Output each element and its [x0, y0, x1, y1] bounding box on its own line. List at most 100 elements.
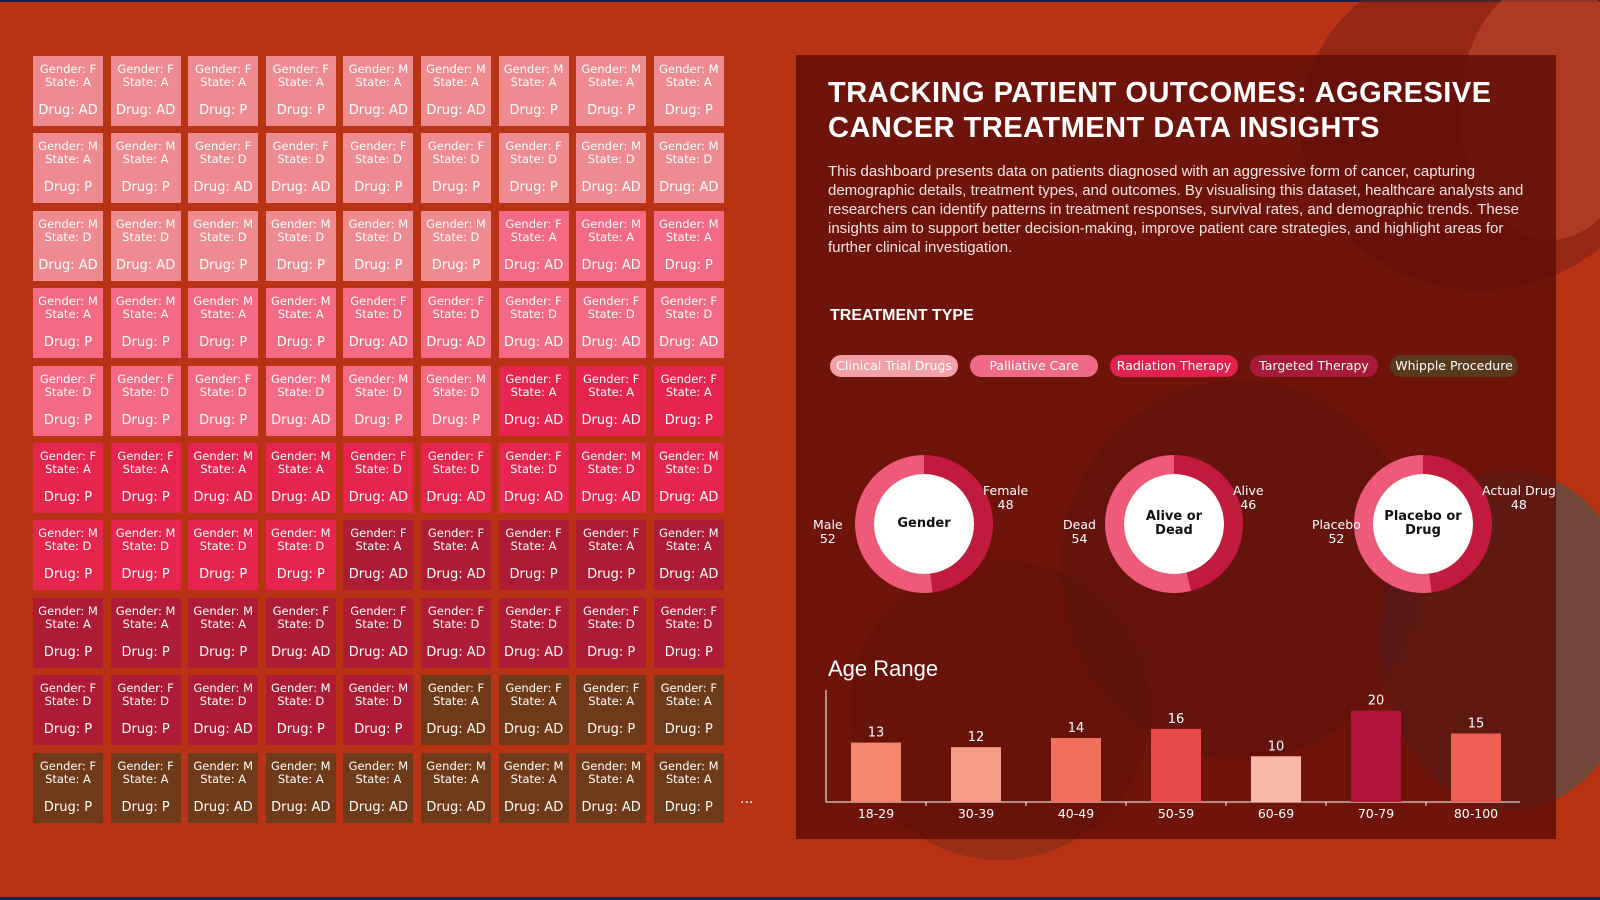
- patient-tile[interactable]: Gender: M State: D Drug: AD: [33, 210, 103, 281]
- patient-tile[interactable]: Gender: M State: D Drug: P: [265, 210, 336, 281]
- patient-tile[interactable]: Gender: M State: D Drug: AD: [188, 675, 259, 746]
- treatment-pill-radiation-therapy[interactable]: Radiation Therapy: [1110, 355, 1238, 377]
- patient-tile[interactable]: Gender: M State: A Drug: P: [576, 56, 647, 126]
- patient-tile[interactable]: Gender: F State: A Drug: P: [33, 752, 103, 823]
- donut-slice-right[interactable]: [924, 455, 994, 593]
- patient-tile[interactable]: Gender: M State: A Drug: P: [110, 133, 181, 204]
- patient-tile[interactable]: Gender: M State: A Drug: AD: [188, 443, 259, 513]
- treatment-pill-palliative-care[interactable]: Palliative Care: [970, 355, 1098, 377]
- patient-tile[interactable]: Gender: F State: D Drug: P: [110, 365, 181, 436]
- patient-tile[interactable]: Gender: M State: D Drug: P: [265, 520, 336, 591]
- patient-tile[interactable]: Gender: M State: D Drug: AD: [576, 133, 647, 204]
- patient-tile[interactable]: Gender: F State: A Drug: P: [188, 56, 259, 126]
- patient-tile[interactable]: Gender: F State: D Drug: AD: [343, 597, 414, 668]
- patient-tile[interactable]: Gender: F State: D Drug: P: [653, 597, 724, 668]
- patient-tile[interactable]: Gender: F State: D Drug: AD: [188, 133, 259, 204]
- patient-tile[interactable]: Gender: M State: A Drug: P: [33, 133, 103, 204]
- patient-tile[interactable]: Gender: F State: A Drug: P: [576, 520, 647, 591]
- more-indicator[interactable]: ...: [740, 791, 754, 807]
- patient-tile[interactable]: Gender: F State: A Drug: AD: [576, 365, 647, 436]
- donut-slice-left[interactable]: [855, 455, 933, 593]
- patient-tile[interactable]: Gender: M State: A Drug: AD: [576, 752, 647, 823]
- patient-tile[interactable]: Gender: F State: A Drug: P: [110, 443, 181, 513]
- patient-tile[interactable]: Gender: M State: D Drug: AD: [110, 210, 181, 281]
- patient-tile[interactable]: Gender: M State: D Drug: AD: [653, 133, 724, 204]
- patient-tile[interactable]: Gender: F State: D Drug: AD: [421, 288, 491, 359]
- patient-tile[interactable]: Gender: M State: D Drug: P: [421, 210, 491, 281]
- patient-tile[interactable]: Gender: F State: D Drug: AD: [498, 288, 569, 359]
- age-bar[interactable]: [951, 747, 1001, 802]
- patient-tile[interactable]: Gender: F State: D Drug: AD: [498, 597, 569, 668]
- patient-tile[interactable]: Gender: M State: D Drug: P: [343, 675, 414, 746]
- patient-tile[interactable]: Gender: M State: A Drug: P: [110, 288, 181, 359]
- patient-tile[interactable]: Gender: F State: D Drug: AD: [265, 133, 336, 204]
- patient-tile[interactable]: Gender: F State: D Drug: AD: [653, 288, 724, 359]
- age-bar[interactable]: [1051, 738, 1101, 802]
- patient-tile[interactable]: Gender: M State: D Drug: AD: [265, 365, 336, 436]
- patient-tile[interactable]: Gender: F State: D Drug: AD: [265, 597, 336, 668]
- patient-tile[interactable]: Gender: F State: A Drug: AD: [421, 675, 491, 746]
- patient-tile[interactable]: Gender: F State: A Drug: P: [498, 520, 569, 591]
- patient-tile[interactable]: Gender: M State: D Drug: P: [343, 210, 414, 281]
- patient-tile[interactable]: Gender: F State: D Drug: P: [421, 133, 491, 204]
- patient-tile[interactable]: Gender: M State: D Drug: P: [343, 365, 414, 436]
- patient-tile[interactable]: Gender: F State: A Drug: P: [653, 675, 724, 746]
- patient-tile[interactable]: Gender: F State: A Drug: AD: [498, 675, 569, 746]
- patient-tile[interactable]: Gender: F State: D Drug: P: [33, 675, 103, 746]
- patient-tile[interactable]: Gender: F State: A Drug: P: [265, 56, 336, 126]
- patient-tile[interactable]: Gender: F State: A Drug: AD: [343, 520, 414, 591]
- patient-tile[interactable]: Gender: M State: A Drug: P: [653, 752, 724, 823]
- patient-tile[interactable]: Gender: F State: D Drug: AD: [498, 443, 569, 513]
- patient-tile[interactable]: Gender: M State: A Drug: P: [653, 210, 724, 281]
- donut-slice-right[interactable]: [1174, 455, 1243, 591]
- patient-tile[interactable]: Gender: M State: A Drug: AD: [343, 752, 414, 823]
- patient-tile[interactable]: Gender: M State: D Drug: P: [265, 675, 336, 746]
- donut-1[interactable]: [853, 453, 995, 595]
- treatment-pill-whipple-procedure[interactable]: Whipple Procedure: [1390, 355, 1518, 377]
- patient-tile[interactable]: Gender: F State: D Drug: AD: [343, 443, 414, 513]
- patient-tile[interactable]: Gender: F State: A Drug: P: [110, 752, 181, 823]
- patient-tile[interactable]: Gender: F State: A Drug: AD: [33, 56, 103, 126]
- donut-slice-right[interactable]: [1423, 455, 1492, 593]
- patient-tile[interactable]: Gender: M State: A Drug: AD: [343, 56, 414, 126]
- patient-tile[interactable]: Gender: F State: A Drug: AD: [421, 520, 491, 591]
- patient-tile[interactable]: Gender: F State: D Drug: P: [188, 365, 259, 436]
- patient-tile[interactable]: Gender: M State: A Drug: P: [188, 597, 259, 668]
- treatment-pill-clinical-trial-drugs[interactable]: Clinical Trial Drugs: [830, 355, 958, 377]
- patient-tile[interactable]: Gender: M State: D Drug: P: [188, 520, 259, 591]
- patient-tile[interactable]: Gender: F State: D Drug: AD: [421, 597, 491, 668]
- patient-tile[interactable]: Gender: M State: A Drug: P: [33, 597, 103, 668]
- age-bar[interactable]: [1451, 733, 1501, 802]
- patient-tile[interactable]: Gender: M State: D Drug: P: [110, 520, 181, 591]
- donut-slice-left[interactable]: [1105, 455, 1192, 593]
- patient-tile[interactable]: Gender: M State: D Drug: P: [188, 210, 259, 281]
- treatment-pill-targeted-therapy[interactable]: Targeted Therapy: [1250, 355, 1378, 377]
- patient-tile[interactable]: Gender: F State: A Drug: AD: [498, 210, 569, 281]
- patient-tile[interactable]: Gender: F State: A Drug: P: [33, 443, 103, 513]
- patient-tile[interactable]: Gender: M State: A Drug: P: [498, 56, 569, 126]
- patient-tile[interactable]: Gender: M State: A Drug: AD: [265, 752, 336, 823]
- patient-tile[interactable]: Gender: M State: A Drug: AD: [576, 210, 647, 281]
- patient-tile[interactable]: Gender: F State: A Drug: P: [653, 365, 724, 436]
- donut-3[interactable]: [1352, 453, 1494, 595]
- age-bar[interactable]: [1151, 728, 1201, 802]
- patient-tile[interactable]: Gender: M State: D Drug: P: [421, 365, 491, 436]
- age-bar[interactable]: [1351, 710, 1401, 802]
- age-bar[interactable]: [1251, 756, 1301, 802]
- patient-tile[interactable]: Gender: M State: D Drug: AD: [653, 443, 724, 513]
- patient-tile[interactable]: Gender: M State: A Drug: P: [33, 288, 103, 359]
- patient-tile[interactable]: Gender: F State: D Drug: P: [33, 365, 103, 436]
- patient-tile[interactable]: Gender: M State: A Drug: P: [188, 288, 259, 359]
- patient-tile[interactable]: Gender: F State: D Drug: P: [343, 133, 414, 204]
- patient-tile[interactable]: Gender: M State: A Drug: AD: [498, 752, 569, 823]
- patient-tile[interactable]: Gender: M State: D Drug: P: [33, 520, 103, 591]
- patient-tile[interactable]: Gender: F State: A Drug: AD: [110, 56, 181, 126]
- age-bar[interactable]: [851, 742, 901, 802]
- patient-tile[interactable]: Gender: M State: D Drug: AD: [576, 443, 647, 513]
- donut-slice-left[interactable]: [1354, 455, 1432, 593]
- patient-tile[interactable]: Gender: F State: A Drug: P: [576, 675, 647, 746]
- patient-tile[interactable]: Gender: F State: A Drug: AD: [498, 365, 569, 436]
- patient-tile[interactable]: Gender: M State: A Drug: P: [653, 56, 724, 126]
- patient-tile[interactable]: Gender: M State: A Drug: AD: [653, 520, 724, 591]
- patient-tile[interactable]: Gender: F State: D Drug: P: [498, 133, 569, 204]
